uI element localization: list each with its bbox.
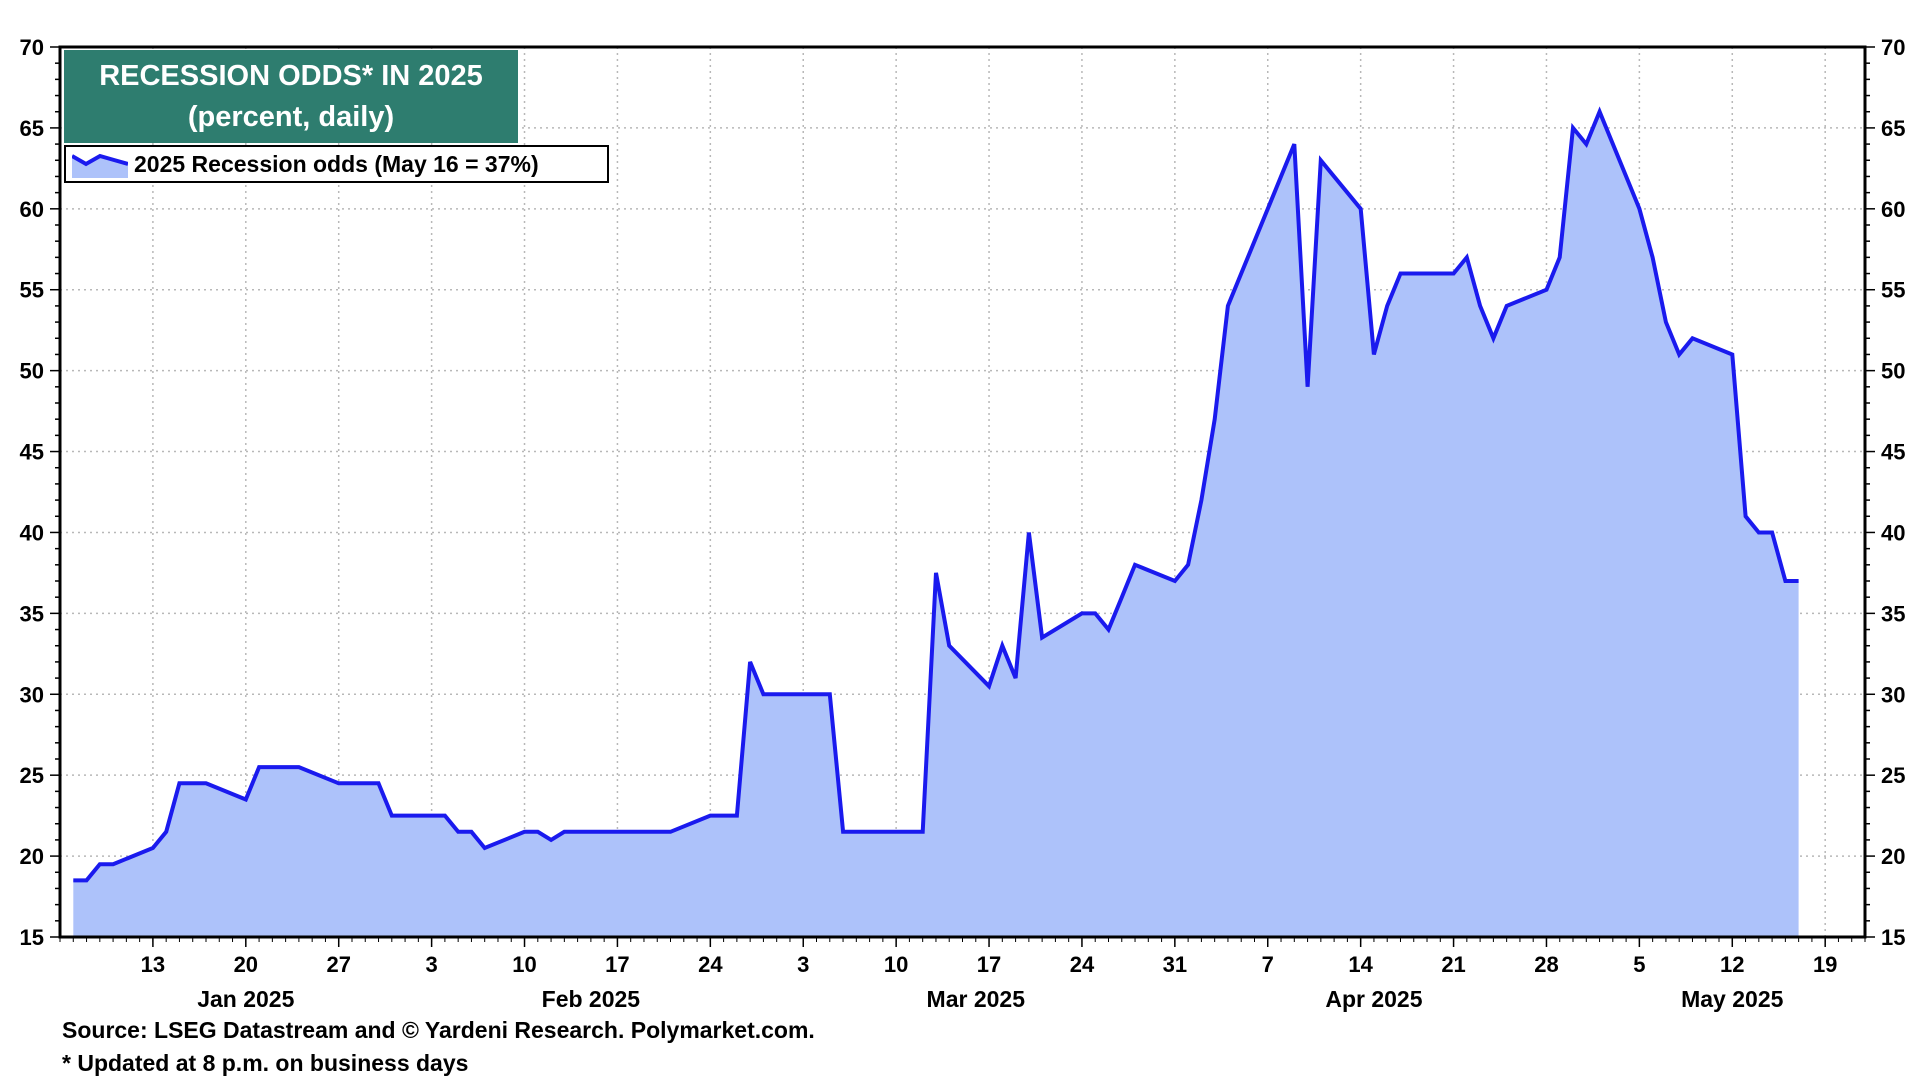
source-note: Source: LSEG Datastream and © Yardeni Re…: [62, 1017, 815, 1043]
x-tick-label: 17: [605, 952, 629, 977]
y-tick-label-left: 60: [20, 197, 44, 222]
x-tick-label: 27: [326, 952, 350, 977]
x-tick-label: 24: [698, 952, 723, 977]
y-tick-label-right: 55: [1881, 278, 1905, 303]
y-tick-label-right: 45: [1881, 440, 1905, 465]
y-tick-label-right: 50: [1881, 359, 1905, 384]
y-tick-label-left: 45: [20, 440, 44, 465]
y-tick-label-left: 15: [20, 925, 44, 950]
month-label: May 2025: [1681, 986, 1784, 1012]
y-tick-label-right: 35: [1881, 601, 1905, 626]
y-tick-label-left: 25: [20, 763, 44, 788]
x-tick-label: 10: [512, 952, 536, 977]
axis-ticks: [50, 46, 1875, 947]
x-tick-label: 19: [1813, 952, 1837, 977]
legend: 2025 Recession odds (May 16 = 37%): [64, 145, 609, 183]
legend-swatch: [72, 153, 128, 178]
series-area: [73, 111, 1799, 937]
month-label: Feb 2025: [542, 986, 641, 1012]
y-tick-label-left: 65: [20, 116, 44, 141]
x-tick-label: 14: [1348, 952, 1373, 977]
x-tick-label: 13: [141, 952, 165, 977]
y-tick-label-right: 30: [1881, 682, 1905, 707]
x-tick-label: 3: [425, 952, 437, 977]
x-tick-label: 3: [797, 952, 809, 977]
update-footnote: * Updated at 8 p.m. on business days: [62, 1050, 469, 1076]
chart-subtitle: (percent, daily): [187, 101, 395, 133]
y-tick-label-left: 40: [20, 520, 44, 545]
y-tick-label-right: 20: [1881, 844, 1905, 869]
month-label: Jan 2025: [197, 986, 294, 1012]
y-tick-label-left: 70: [20, 35, 44, 60]
x-tick-label: 17: [977, 952, 1001, 977]
x-tick-label: 21: [1441, 952, 1465, 977]
y-tick-label-right: 65: [1881, 116, 1905, 141]
y-tick-label-right: 40: [1881, 520, 1905, 545]
y-tick-label-left: 35: [20, 601, 44, 626]
x-tick-label: 28: [1534, 952, 1558, 977]
x-tick-label: 12: [1720, 952, 1744, 977]
x-tick-label: 20: [234, 952, 258, 977]
y-tick-label-right: 60: [1881, 197, 1905, 222]
series-fill: [73, 111, 1799, 937]
y-tick-label-left: 20: [20, 844, 44, 869]
series-line: [73, 106, 1799, 883]
y-tick-label-right: 70: [1881, 35, 1905, 60]
x-tick-label: 31: [1163, 952, 1187, 977]
y-tick-label-left: 50: [20, 359, 44, 384]
month-label: Mar 2025: [927, 986, 1026, 1012]
month-label: Apr 2025: [1325, 986, 1422, 1012]
chart-title-box: RECESSION ODDS* IN 2025 (percent, daily): [64, 50, 518, 143]
x-tick-label: 10: [884, 952, 908, 977]
legend-label: 2025 Recession odds (May 16 = 37%): [134, 150, 539, 177]
y-tick-label-left: 30: [20, 682, 44, 707]
x-tick-label: 5: [1633, 952, 1645, 977]
x-tick-label: 7: [1262, 952, 1274, 977]
x-tick-label: 24: [1070, 952, 1095, 977]
chart-title: RECESSION ODDS* IN 2025: [99, 60, 483, 92]
y-tick-label-right: 25: [1881, 763, 1905, 788]
y-tick-label-left: 55: [20, 278, 44, 303]
y-tick-label-right: 15: [1881, 925, 1905, 950]
